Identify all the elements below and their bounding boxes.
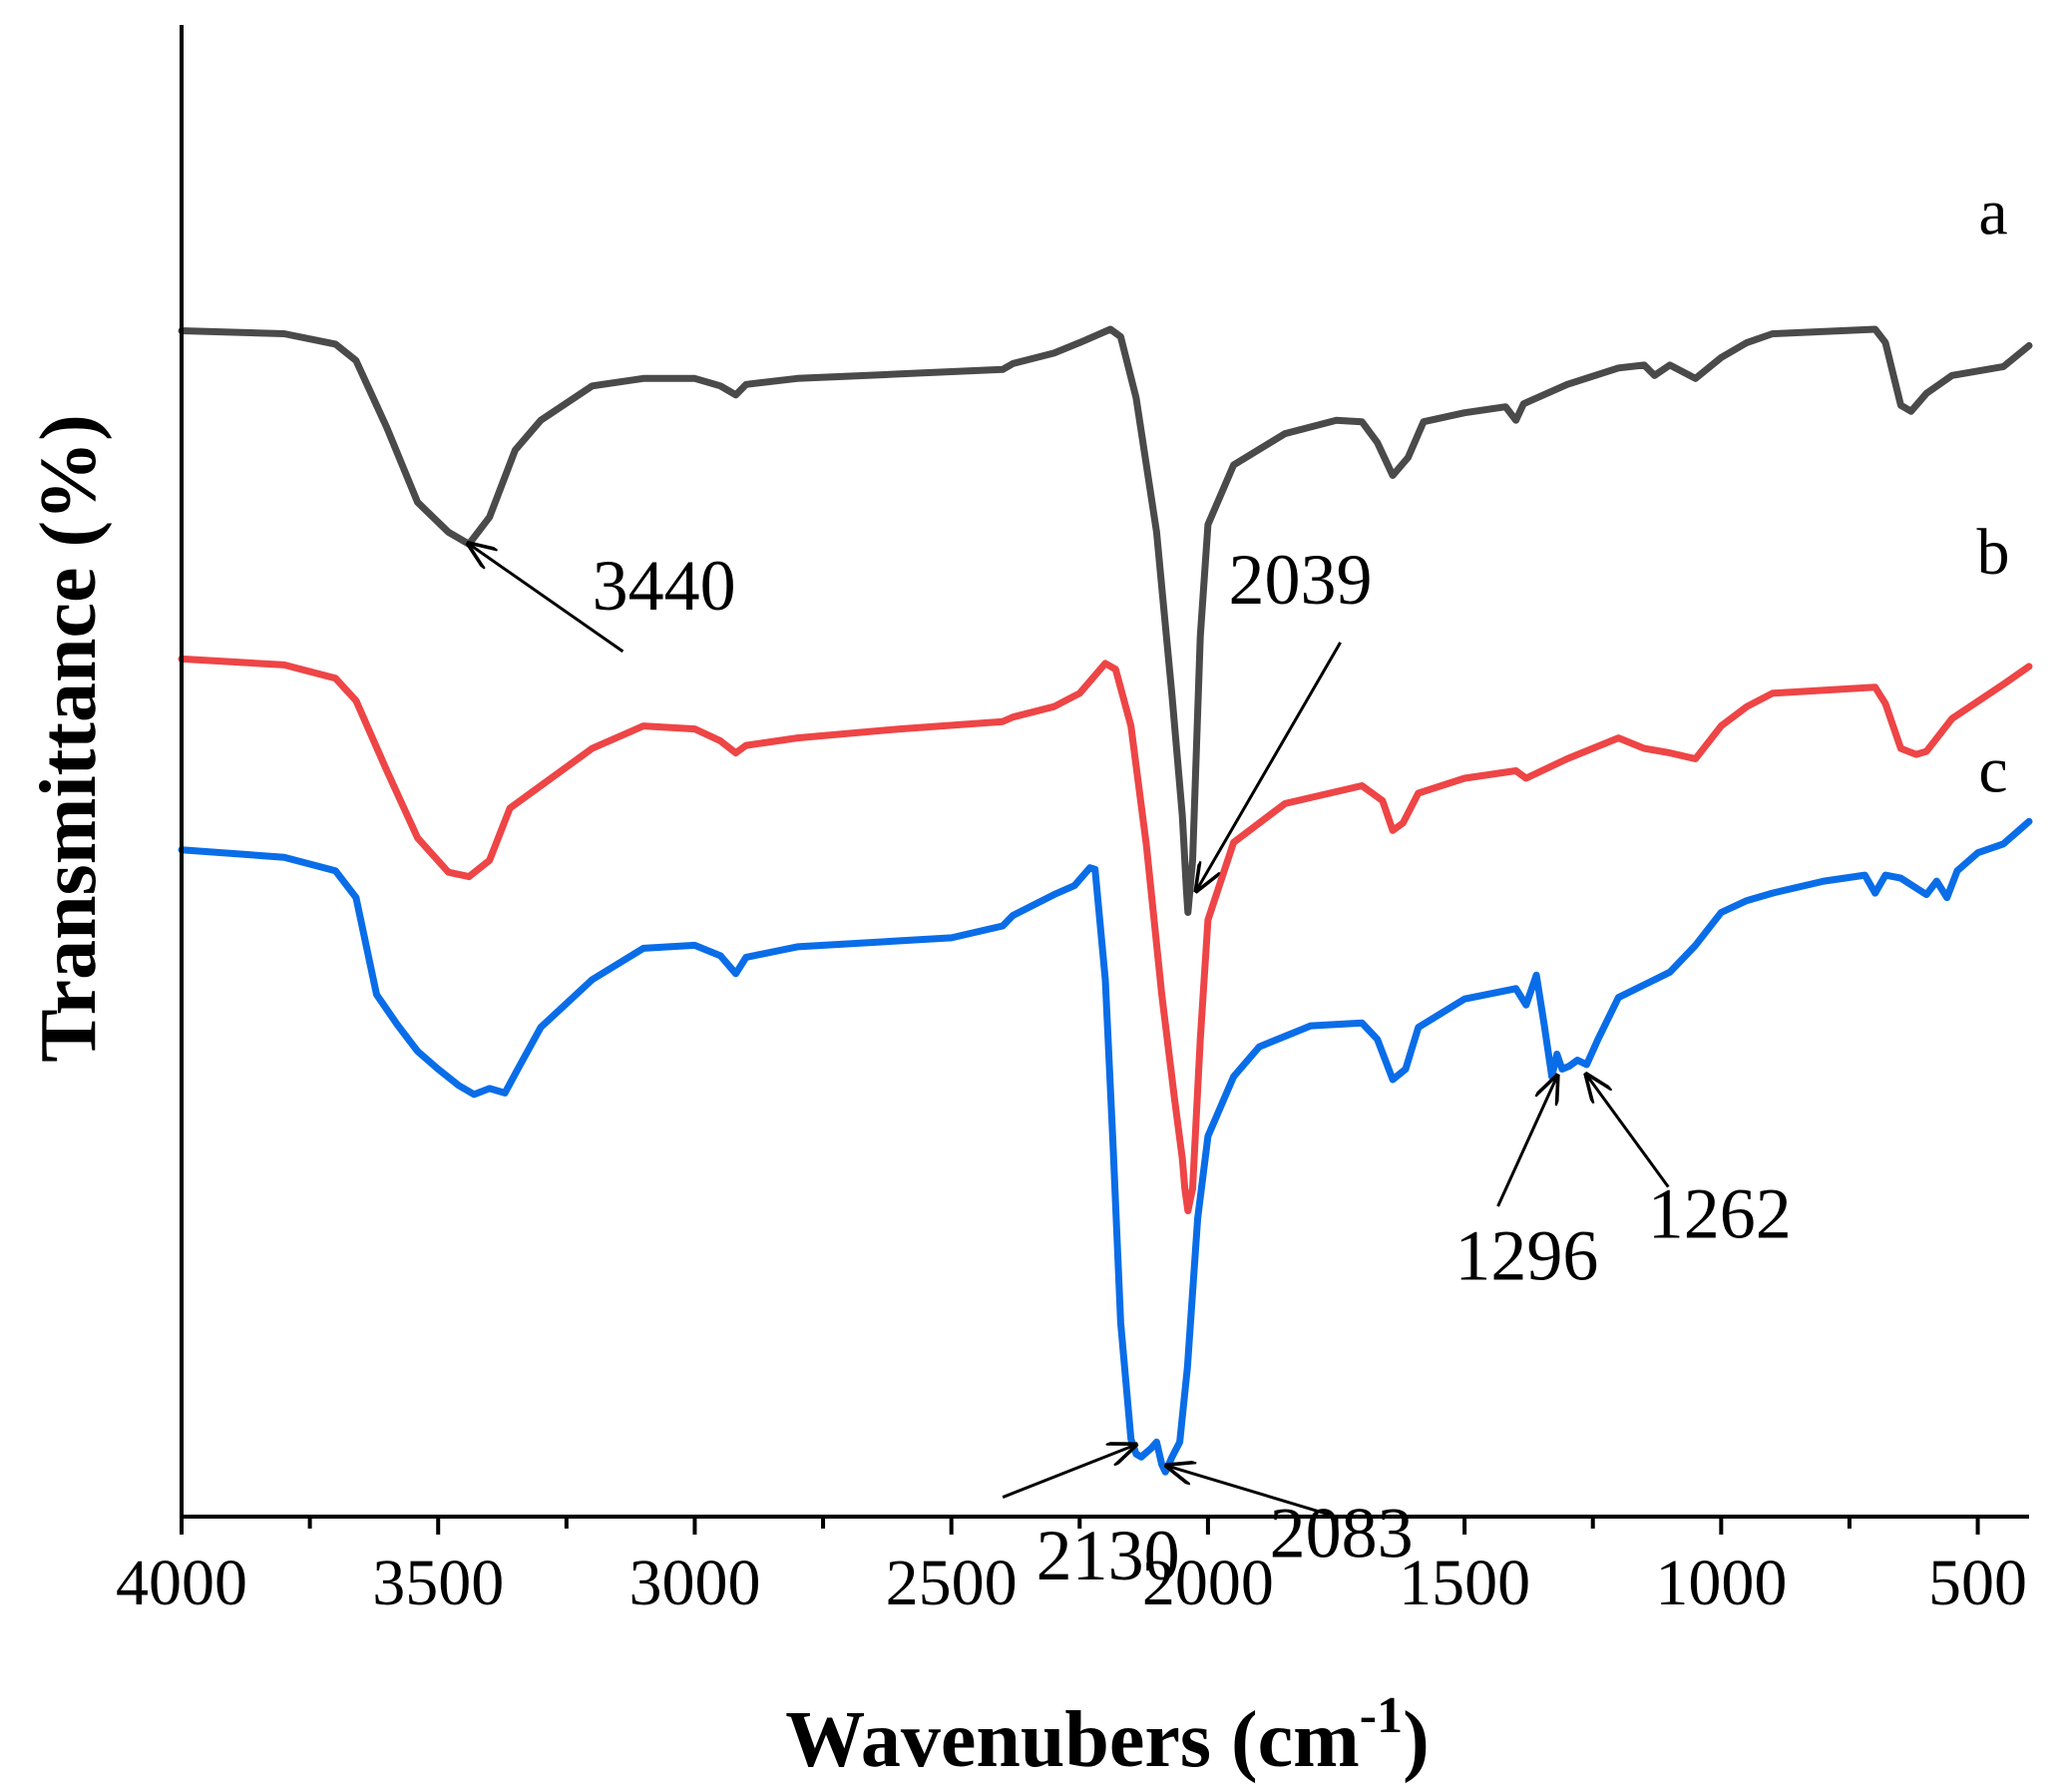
annotation-arrow [469,544,624,654]
x-tick-label: 500 [1928,1547,2027,1619]
annotation-label: 3440 [593,546,736,626]
annotation-2039: 2039 [1197,540,1372,890]
annotation-label: 1296 [1454,1215,1598,1295]
x-axis-title-superscript: -1 [1360,1687,1403,1744]
axes-layer: 4000 3500 3000 2500 2000 1500 1000 500 [116,25,2029,1619]
y-axis-title: Transmittance (%) [25,414,113,1063]
annotation-label: 2039 [1228,540,1372,620]
x-tick-label: 2000 [1142,1547,1274,1619]
x-tick-label: 3000 [628,1547,760,1619]
x-tick-label: 2500 [886,1547,1018,1619]
annotation-arrow [1167,1466,1332,1517]
x-tick-label: 3500 [372,1547,504,1619]
annotation-3440: 3440 [469,544,736,654]
annotation-arrow [1002,1445,1135,1499]
x-tick-label: 1500 [1399,1547,1530,1619]
annotations-layer: 3440 2039 2130 2083 1296 1262 [469,540,1792,1595]
series-label-a: a [1978,176,2007,248]
annotation-1296: 1296 [1454,1077,1598,1295]
annotation-arrow [1496,1077,1557,1207]
series-labels-layer: a b c [1976,176,2009,806]
x-axis-title-end: ) [1403,1696,1430,1784]
annotation-arrow [1587,1075,1670,1188]
x-tick-label: 1000 [1655,1547,1787,1619]
axis-frame [180,25,2029,1519]
annotation-label: 2083 [1270,1493,1414,1572]
series-label-b: b [1976,516,2009,589]
annotation-2083: 2083 [1167,1466,1414,1572]
annotation-arrow [1197,642,1342,890]
x-axis-title: Wavenubers (cm-1) [785,1687,1429,1784]
x-axis-title-main: Wavenubers (cm [785,1696,1360,1784]
series-line-a [178,325,2033,916]
series-line-b [178,655,2033,1214]
series-line-c [178,817,2033,1476]
annotation-label: 1262 [1648,1173,1792,1253]
annotation-2130: 2130 [1002,1445,1180,1595]
series-layer [178,325,2033,1476]
annotation-label: 2130 [1036,1516,1180,1595]
x-tick-label: 4000 [116,1547,247,1619]
series-label-c: c [1978,733,2007,806]
annotation-1262: 1262 [1587,1075,1792,1253]
